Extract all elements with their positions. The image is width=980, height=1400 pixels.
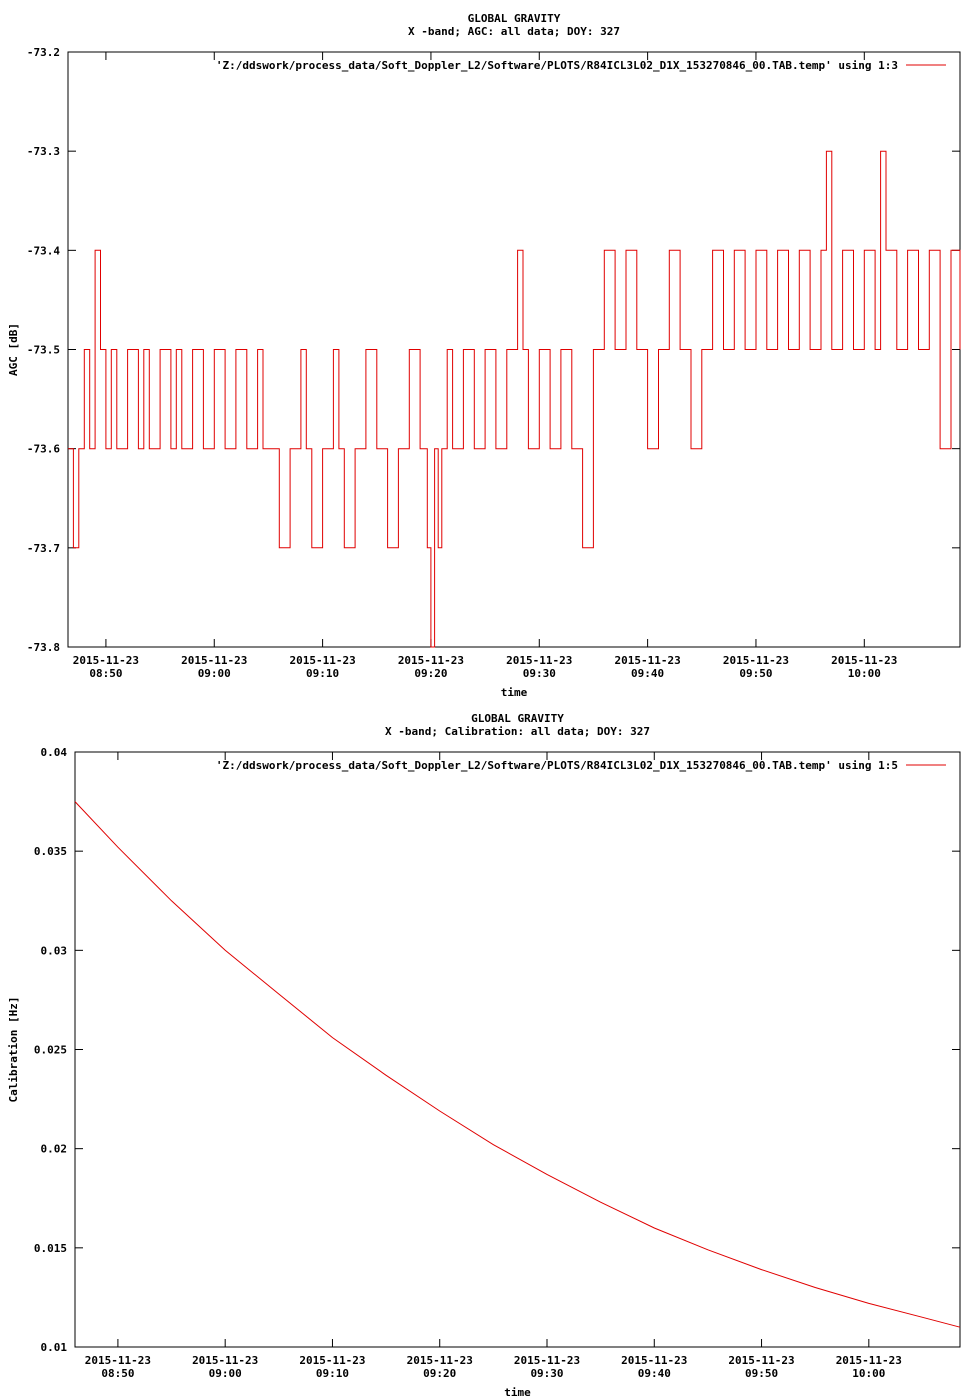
x-tick-date: 2015-11-23 (192, 1354, 258, 1367)
x-tick-time: 08:50 (89, 667, 122, 680)
legend-label: 'Z:/ddswork/process_data/Soft_Doppler_L2… (216, 759, 898, 772)
chart-title: GLOBAL GRAVITY (471, 712, 564, 725)
chart-title: GLOBAL GRAVITY (468, 12, 561, 25)
y-tick-label: -73.6 (27, 443, 60, 456)
x-tick-date: 2015-11-23 (615, 654, 681, 667)
x-tick-time: 09:30 (530, 1367, 563, 1380)
x-tick-time: 09:30 (523, 667, 556, 680)
x-tick-date: 2015-11-23 (621, 1354, 687, 1367)
y-tick-label: -73.7 (27, 542, 60, 555)
x-tick-date: 2015-11-23 (73, 654, 139, 667)
y-tick-label: 0.04 (41, 746, 68, 759)
y-axis-label: AGC [dB] (7, 323, 20, 376)
x-tick-time: 09:20 (414, 667, 447, 680)
x-tick-date: 2015-11-23 (514, 1354, 580, 1367)
y-tick-label: 0.015 (34, 1242, 67, 1255)
x-tick-date: 2015-11-23 (728, 1354, 794, 1367)
legend-label: 'Z:/ddswork/process_data/Soft_Doppler_L2… (216, 59, 898, 72)
y-tick-label: 0.01 (41, 1341, 68, 1354)
y-tick-label: -73.8 (27, 641, 60, 654)
y-tick-label: 0.02 (41, 1143, 68, 1156)
x-tick-time: 10:00 (852, 1367, 885, 1380)
x-tick-date: 2015-11-23 (506, 654, 572, 667)
x-tick-date: 2015-11-23 (299, 1354, 365, 1367)
y-tick-label: -73.2 (27, 46, 60, 59)
y-tick-label: -73.4 (27, 244, 60, 257)
x-tick-date: 2015-11-23 (181, 654, 247, 667)
x-tick-time: 09:20 (423, 1367, 456, 1380)
series-line (74, 801, 961, 1328)
x-tick-date: 2015-11-23 (836, 1354, 902, 1367)
x-tick-date: 2015-11-23 (407, 1354, 473, 1367)
chart-subtitle: X -band; AGC: all data; DOY: 327 (408, 25, 620, 38)
x-axis-label: time (501, 686, 528, 699)
x-axis-label: time (504, 1386, 531, 1399)
y-tick-label: -73.5 (27, 344, 60, 357)
x-tick-time: 09:50 (739, 667, 772, 680)
x-tick-time: 10:00 (848, 667, 881, 680)
x-tick-time: 09:10 (306, 667, 339, 680)
series-line (68, 150, 961, 648)
x-tick-time: 09:00 (209, 1367, 242, 1380)
x-tick-time: 09:40 (638, 1367, 671, 1380)
x-tick-date: 2015-11-23 (831, 654, 897, 667)
x-tick-date: 2015-11-23 (398, 654, 464, 667)
x-tick-date: 2015-11-23 (723, 654, 789, 667)
x-tick-time: 09:50 (745, 1367, 778, 1380)
x-tick-time: 09:00 (198, 667, 231, 680)
y-tick-label: 0.035 (34, 845, 67, 858)
x-tick-date: 2015-11-23 (289, 654, 355, 667)
chart-subtitle: X -band; Calibration: all data; DOY: 327 (385, 725, 650, 738)
y-tick-label: 0.025 (34, 1044, 67, 1057)
x-tick-time: 08:50 (101, 1367, 134, 1380)
x-tick-time: 09:10 (316, 1367, 349, 1380)
x-tick-time: 09:40 (631, 667, 664, 680)
y-axis-label: Calibration [Hz] (7, 997, 20, 1103)
y-tick-label: 0.03 (41, 944, 68, 957)
x-tick-date: 2015-11-23 (85, 1354, 151, 1367)
plot-frame (74, 751, 961, 1348)
y-tick-label: -73.3 (27, 145, 60, 158)
